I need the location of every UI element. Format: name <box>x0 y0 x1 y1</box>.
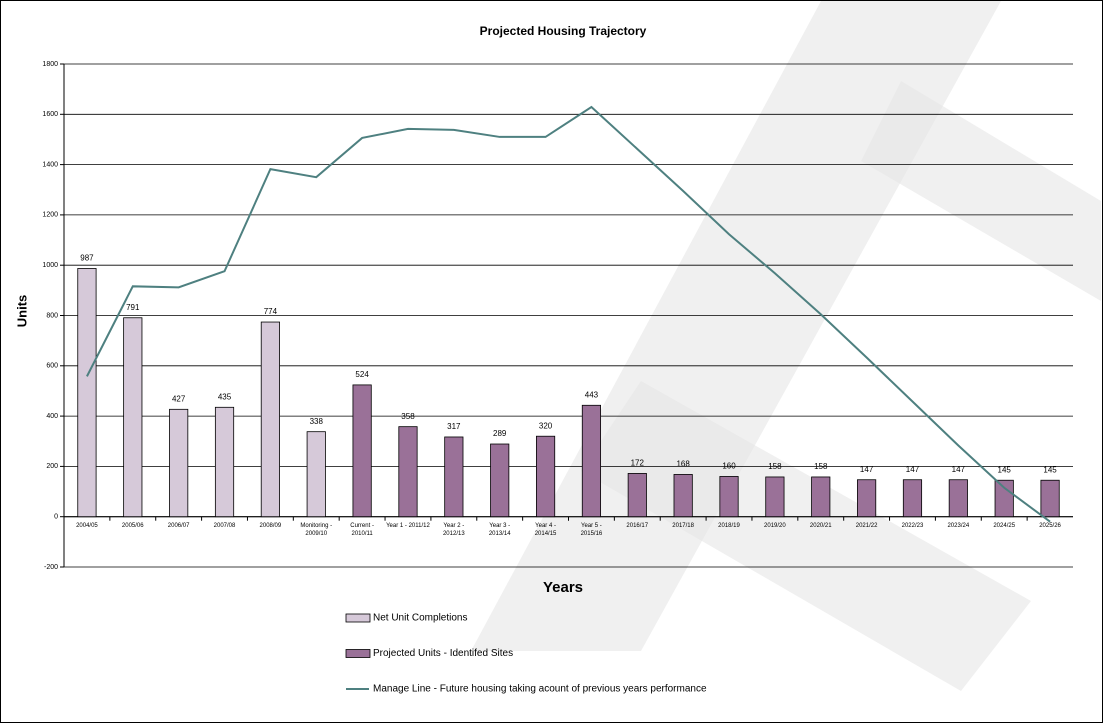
data-label: 443 <box>585 390 599 399</box>
data-label: 320 <box>539 421 553 430</box>
bar <box>490 443 510 518</box>
y-tick-label: 800 <box>46 312 58 319</box>
data-label: 160 <box>722 462 736 471</box>
x-tick-label: 2007/08 <box>213 522 236 529</box>
x-tick-label: Year 2 - 2012/13 <box>442 522 465 537</box>
data-label: 158 <box>768 462 782 471</box>
x-tick-label: Year 1 - 2011/12 <box>386 522 430 529</box>
bar <box>214 406 235 518</box>
bar <box>260 321 280 518</box>
data-label: 158 <box>814 462 828 471</box>
data-label: 435 <box>218 392 232 401</box>
data-label: 145 <box>998 465 1012 474</box>
y-tick-label: 1400 <box>42 161 58 168</box>
x-tick-label: Monitoring - 2009/10 <box>300 522 333 537</box>
data-label: 358 <box>401 412 415 421</box>
bar <box>169 408 189 518</box>
x-axis-title: Years <box>543 579 583 596</box>
bar <box>627 473 647 518</box>
data-label: 289 <box>493 429 507 438</box>
data-label: 774 <box>264 307 278 316</box>
x-tick-label: Year 5 - 2015/16 <box>580 522 603 537</box>
bar <box>994 479 1014 518</box>
x-tick-label: 2005/06 <box>121 522 144 529</box>
data-label: 147 <box>860 465 874 474</box>
legend-label: Projected Units - Identifed Sites <box>373 648 513 659</box>
x-tick-label: 2017/18 <box>672 522 694 529</box>
data-label: 338 <box>310 417 324 426</box>
x-tick-label: 2022/23 <box>901 522 924 529</box>
bar <box>673 474 693 518</box>
bar <box>352 384 372 518</box>
bar <box>765 476 785 518</box>
watermark <box>861 81 1101 301</box>
legend-label: Net Unit Completions <box>373 613 467 624</box>
data-label: 791 <box>126 303 140 312</box>
bar <box>123 317 143 518</box>
data-label: 168 <box>676 460 690 469</box>
bar <box>1040 479 1060 518</box>
x-tick-label: 2020/21 <box>809 522 832 529</box>
line <box>86 105 1051 523</box>
y-tick-label: 1000 <box>42 262 58 269</box>
legend-label: Manage Line - Future housing taking acou… <box>373 684 707 695</box>
x-tick-label: 2004/05 <box>76 522 98 529</box>
y-tick-label: 1600 <box>42 111 58 118</box>
data-label: 427 <box>172 394 186 403</box>
x-tick-label: Year 4 - 2014/15 <box>534 522 557 537</box>
y-tick-label: -200 <box>44 564 58 571</box>
data-label: 317 <box>447 422 461 431</box>
bar <box>811 476 831 518</box>
chart-title: Projected Housing Trajectory <box>480 24 647 38</box>
y-tick-label: 0 <box>54 514 58 521</box>
legend-swatch <box>345 649 371 658</box>
data-label: 524 <box>355 370 369 379</box>
bar <box>535 435 556 518</box>
legend-swatch <box>345 613 371 623</box>
bar <box>902 479 923 518</box>
data-label: 172 <box>631 459 645 468</box>
bar <box>719 476 739 518</box>
x-tick-label: 2021/22 <box>855 522 878 529</box>
bar <box>398 426 418 518</box>
x-tick-label: 2024/25 <box>993 522 1016 529</box>
watermark <box>581 381 1031 691</box>
data-label: 147 <box>906 465 920 474</box>
bar <box>948 479 968 518</box>
x-tick-label: 2025/26 <box>1039 522 1061 529</box>
y-tick-label: 200 <box>46 463 58 470</box>
y-tick-label: 1200 <box>42 212 58 219</box>
x-tick-label: 2016/17 <box>626 522 649 529</box>
y-tick-label: 400 <box>46 413 58 420</box>
x-tick-label: Current - 2010/11 <box>350 522 374 537</box>
x-tick-label: 2018/19 <box>718 522 740 529</box>
y-axis-title: Units <box>14 295 29 328</box>
bar <box>444 436 464 518</box>
y-tick-label: 1800 <box>42 61 58 68</box>
data-label: 147 <box>952 465 966 474</box>
bar <box>77 268 97 518</box>
x-tick-label: 2006/07 <box>167 522 190 529</box>
x-tick-label: 2023/24 <box>947 522 970 529</box>
data-label: 145 <box>1043 465 1057 474</box>
data-label: 987 <box>80 254 94 263</box>
x-tick-label: Year 3 - 2013/14 <box>488 522 511 537</box>
bar <box>581 404 602 518</box>
y-tick-label: 600 <box>46 363 58 370</box>
bar <box>306 431 326 518</box>
x-tick-label: 2008/09 <box>259 522 282 529</box>
x-tick-label: 2019/20 <box>764 522 786 529</box>
bar <box>857 479 877 518</box>
